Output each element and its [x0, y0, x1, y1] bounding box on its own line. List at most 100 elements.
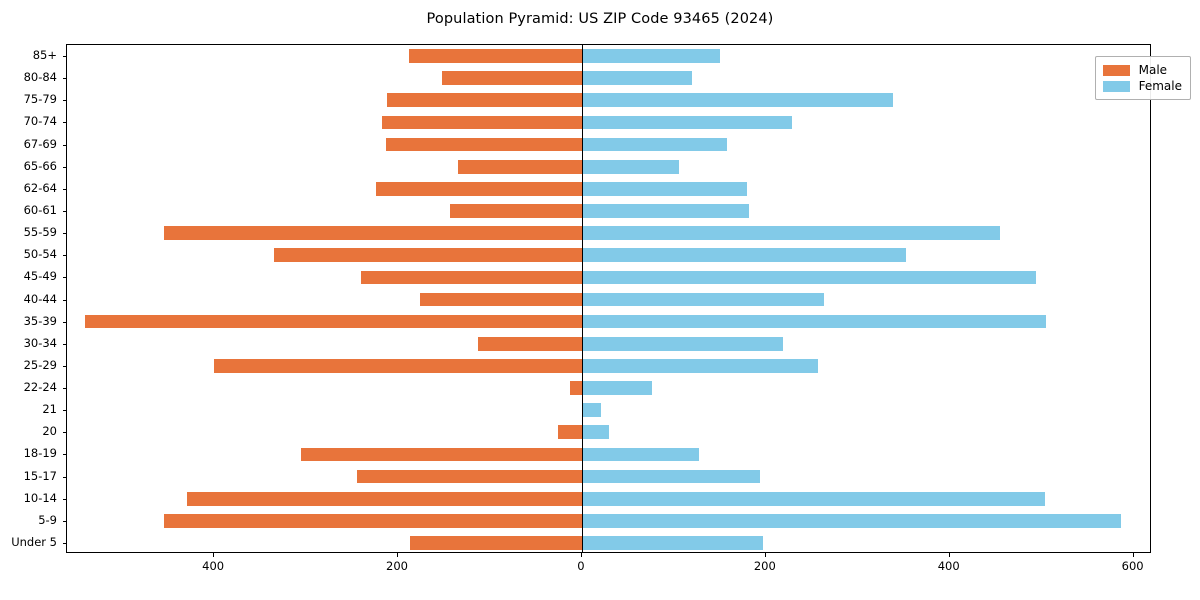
bar-female [581, 403, 602, 417]
y-axis-tick-mark [63, 188, 67, 190]
y-axis-tick-mark [63, 233, 67, 235]
bar-female [581, 469, 761, 484]
bar-female [581, 71, 693, 86]
y-axis-tick-label: 35-39 [23, 313, 57, 328]
bar-male [163, 226, 582, 240]
bar-row [67, 513, 1150, 528]
bar-female [581, 292, 824, 307]
bar-male [85, 314, 582, 329]
y-axis-tick-mark [63, 388, 67, 390]
bar-female [581, 270, 1037, 285]
y-axis-tick-mark [63, 56, 67, 58]
bar-female [581, 359, 819, 373]
y-axis-labels: 85+ 80-84 75-79 70-74 67-69 65-66 62-64 60-61 55… [0, 44, 66, 553]
x-axis-tick-mark [580, 553, 582, 557]
y-axis-tick-label: 62-64 [23, 180, 57, 195]
y-axis-tick-mark [63, 255, 67, 257]
y-axis-tick-mark [63, 277, 67, 279]
bar-row [67, 314, 1150, 329]
bar-female [581, 181, 748, 196]
bar-row [67, 181, 1150, 196]
y-axis-tick-label: 85+ [32, 48, 57, 63]
y-axis-tick-label: 30-34 [23, 335, 57, 350]
y-axis-tick-label: 21 [42, 402, 57, 417]
bar-male [375, 181, 582, 196]
plot-area [63, 44, 1151, 553]
bar-female [581, 447, 699, 462]
y-axis-tick-label: 65-66 [23, 158, 57, 173]
bar-row [67, 49, 1150, 63]
y-axis-tick-label: 15-17 [23, 468, 57, 483]
bar-female [581, 248, 906, 263]
x-axis-tick-mark [764, 553, 766, 557]
bar-row [67, 115, 1150, 130]
x-axis-tick-label: 400 [202, 559, 225, 573]
bar-female [581, 425, 609, 440]
bar-row [67, 491, 1150, 506]
bar-male [356, 469, 582, 484]
x-axis-tick-label: 200 [386, 559, 408, 573]
bar-female [581, 137, 728, 152]
bar-row [67, 93, 1150, 108]
bar-female [581, 204, 750, 218]
y-axis-tick-mark [63, 365, 67, 367]
bar-male [386, 93, 582, 108]
bar-row [67, 536, 1150, 550]
page-title: Population Pyramid: US ZIP Code 93465 (2… [426, 11, 774, 27]
bar-male [558, 425, 582, 440]
bar-male [457, 159, 582, 174]
bar-male [478, 336, 582, 351]
bar-row [67, 270, 1150, 285]
bars-container [67, 45, 1150, 552]
y-axis-tick-mark [63, 321, 67, 323]
bar-male [163, 513, 582, 528]
y-axis-tick-mark [63, 432, 67, 434]
y-axis-tick-mark [63, 100, 67, 102]
y-axis-tick-label: 55-59 [23, 225, 57, 240]
bar-male [186, 491, 582, 506]
y-axis-tick-label: 18-19 [23, 446, 57, 461]
bar-row [67, 159, 1150, 174]
legend-label-male: Male [1138, 63, 1168, 77]
y-axis-tick-label: 70-74 [23, 114, 57, 129]
bar-row [67, 137, 1150, 152]
y-axis-tick-mark [63, 78, 67, 80]
y-axis-tick-mark [63, 542, 67, 544]
y-axis-tick-mark [63, 144, 67, 146]
bar-female [581, 159, 680, 174]
y-axis-tick-label: 5-9 [38, 512, 57, 527]
bar-male [273, 248, 582, 263]
bar-male [442, 71, 582, 86]
x-axis-tick-label: 0 [577, 559, 585, 573]
y-axis-tick-label: 67-69 [23, 136, 57, 151]
bar-female [581, 513, 1121, 528]
y-axis-tick-mark [63, 210, 67, 212]
bar-female [581, 314, 1047, 329]
bar-row [67, 71, 1150, 86]
bar-male [569, 381, 582, 395]
legend-item-male: Male [1102, 62, 1182, 78]
x-axis-tick-mark [397, 553, 399, 557]
y-axis-tick-mark [63, 299, 67, 301]
bar-row [67, 447, 1150, 462]
bar-male [409, 49, 582, 63]
y-axis-tick-label: 45-49 [23, 269, 57, 284]
bar-female [581, 491, 1046, 506]
bar-row [67, 381, 1150, 395]
female-color-swatch [1102, 80, 1130, 92]
x-axis-tick-label: 400 [937, 559, 960, 573]
y-axis-tick-label: 60-61 [23, 202, 57, 217]
bar-female [581, 381, 652, 395]
bar-male [214, 359, 582, 373]
bar-row [67, 204, 1150, 218]
male-color-swatch [1102, 64, 1130, 76]
y-axis-tick-label: Under 5 [11, 534, 57, 549]
bar-row [67, 425, 1150, 440]
legend-item-female: Female [1102, 78, 1182, 94]
bar-male [420, 292, 582, 307]
bar-male [386, 137, 582, 152]
chart-legend[interactable]: Male Female [1094, 56, 1191, 100]
y-axis-tick-label: 40-44 [23, 291, 57, 306]
legend-label-female: Female [1138, 79, 1182, 93]
